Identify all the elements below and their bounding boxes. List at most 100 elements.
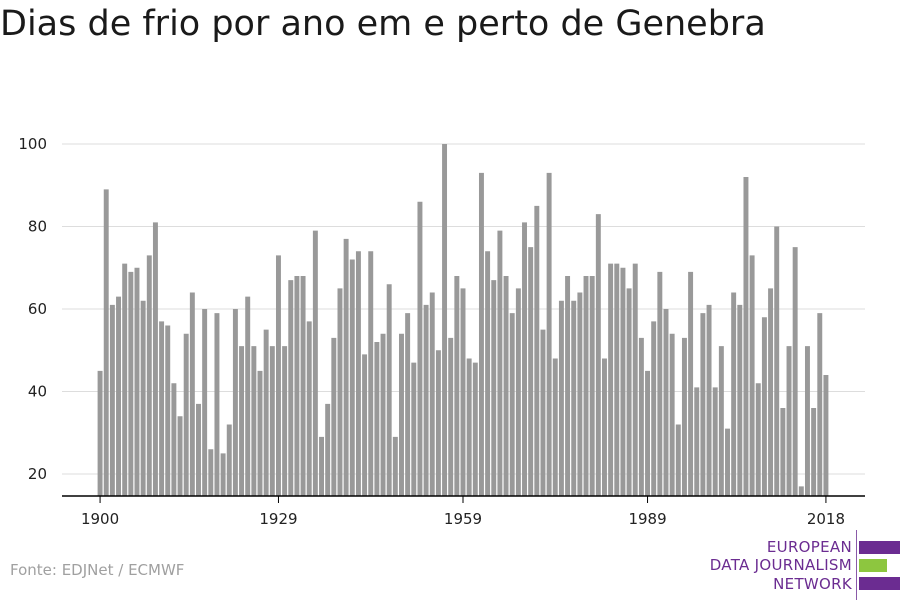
bar-1974: [552, 358, 558, 496]
x-tick-label: 2018: [807, 510, 845, 528]
bar-1998: [700, 313, 706, 497]
bar-1989: [645, 370, 651, 497]
logo-bar-purple-bottom: [859, 577, 900, 590]
bar-1936: [319, 436, 324, 497]
bar-1962: [478, 172, 484, 497]
bar-1928: [269, 346, 275, 497]
bar-1985: [620, 267, 626, 496]
bar-1951: [411, 362, 417, 497]
bar-2013: [792, 247, 798, 497]
bar-1918: [208, 449, 214, 496]
bar-1975: [558, 300, 564, 496]
bar-1907: [140, 300, 146, 496]
bar-1922: [232, 309, 238, 496]
bar-1996: [688, 271, 694, 497]
bar-1970: [528, 247, 534, 497]
bar-1971: [534, 205, 540, 497]
bar-1955: [435, 350, 441, 496]
logo-text-line3: NETWORK: [773, 575, 852, 593]
bar-1933: [300, 276, 306, 496]
bar-1968: [515, 288, 521, 497]
bar-1950: [405, 313, 411, 497]
bar-1912: [171, 383, 177, 496]
logo-bar-purple-top: [859, 541, 900, 554]
bar-1946: [380, 333, 386, 496]
bar-chart: 20 40 60 80 100 1900 1929 1959 1989 2018: [18, 135, 865, 528]
bar-1925: [251, 346, 257, 497]
bar-1943: [362, 354, 368, 497]
bar-1954: [429, 292, 435, 496]
bar-1964: [491, 280, 497, 497]
bar-2003: [731, 292, 737, 496]
bar-2009: [768, 288, 774, 497]
bar-1999: [706, 304, 712, 497]
bar-1906: [134, 267, 140, 496]
bar-1926: [257, 370, 263, 497]
bar-1963: [485, 251, 491, 496]
bar-1958: [454, 276, 460, 496]
bar-1976: [565, 276, 571, 496]
bar-1959: [460, 288, 466, 497]
bar-1957: [448, 337, 454, 497]
bar-2005: [743, 177, 749, 496]
bar-1931: [288, 280, 294, 497]
bar-1965: [497, 230, 503, 497]
bar-1913: [177, 416, 183, 496]
bar-1993: [669, 333, 675, 496]
bar-1902: [109, 304, 115, 497]
y-axis-ticks: 20 40 60 80 100: [18, 135, 47, 483]
bar-1914: [183, 333, 189, 496]
bar-1920: [220, 453, 226, 497]
bar-2006: [749, 255, 755, 497]
bar-1977: [571, 300, 577, 496]
bar-1992: [663, 309, 669, 496]
bar-1941: [349, 259, 355, 496]
bar-2016: [811, 408, 817, 496]
bar-1983: [608, 263, 614, 497]
bar-1967: [509, 313, 515, 497]
bar-2002: [725, 428, 730, 497]
bar-1979: [583, 276, 589, 496]
bar-1900: [97, 370, 103, 497]
bar-1966: [503, 276, 509, 496]
bar-1944: [368, 251, 374, 496]
bar-1956: [442, 144, 448, 496]
bar-2004: [737, 304, 743, 497]
bar-1988: [638, 337, 644, 497]
bar-1953: [423, 304, 429, 497]
logo-divider: [856, 530, 857, 600]
bar-1908: [146, 255, 152, 497]
y-tick-label: 40: [28, 383, 47, 401]
bar-1935: [312, 230, 318, 497]
y-tick-label: 100: [18, 135, 47, 153]
bar-1986: [626, 288, 632, 497]
bar-1990: [651, 321, 657, 497]
bar-2000: [712, 387, 718, 497]
x-tick-label: 1929: [259, 510, 297, 528]
y-tick-label: 60: [28, 300, 47, 318]
bar-1949: [399, 333, 404, 496]
y-tick-label: 20: [28, 465, 47, 483]
logo-text-line2: DATA JOURNALISM: [709, 556, 852, 574]
bar-2018: [823, 375, 829, 496]
bar-2017: [817, 313, 823, 497]
bar-1991: [657, 271, 663, 497]
bar-1924: [245, 296, 251, 497]
bar-1952: [417, 201, 423, 496]
bar-1932: [294, 276, 300, 496]
bar-1972: [540, 329, 546, 497]
bar-1903: [116, 296, 121, 497]
bar-1937: [325, 403, 331, 497]
bar-1982: [602, 358, 607, 496]
bar-1921: [226, 424, 232, 496]
bar-1978: [577, 292, 583, 496]
x-tick-label: 1959: [444, 510, 482, 528]
bar-2001: [718, 346, 724, 497]
bar-1987: [632, 263, 638, 497]
bars: [97, 144, 829, 497]
bar-2015: [804, 346, 810, 497]
logo-text-line1: EUROPEAN: [766, 538, 852, 556]
bar-1911: [165, 325, 171, 496]
bar-1910: [159, 321, 165, 497]
bar-2010: [774, 226, 780, 496]
